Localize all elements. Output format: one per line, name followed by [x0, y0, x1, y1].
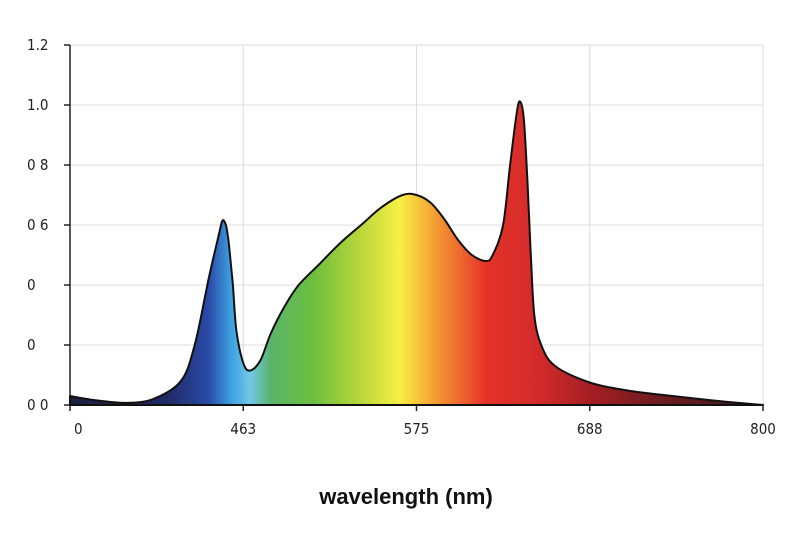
y-tick-label: 1.2	[27, 36, 48, 54]
x-tick-label: 463	[230, 420, 256, 438]
y-tick-label: 0	[27, 336, 36, 354]
x-tick-label: 688	[577, 420, 603, 438]
x-tick-label: 800	[750, 420, 776, 438]
x-tick-label: 575	[404, 420, 430, 438]
y-tick-label: 0 0	[27, 396, 48, 414]
x-axis-label: wavelength (nm)	[318, 484, 493, 509]
y-tick-labels: 0 0 0 0 0 6 0 8 1.0 1.2	[27, 36, 48, 414]
x-tick-labels: 0 463 575 688 800	[74, 420, 776, 438]
x-tick-label: 0	[74, 420, 83, 438]
y-tick-label: 0	[27, 276, 36, 294]
y-tick-label: 1.0	[27, 96, 48, 114]
spectrum-area	[69, 100, 764, 406]
y-tick-label: 0 8	[27, 156, 48, 174]
y-tick-label: 0 6	[27, 216, 48, 234]
